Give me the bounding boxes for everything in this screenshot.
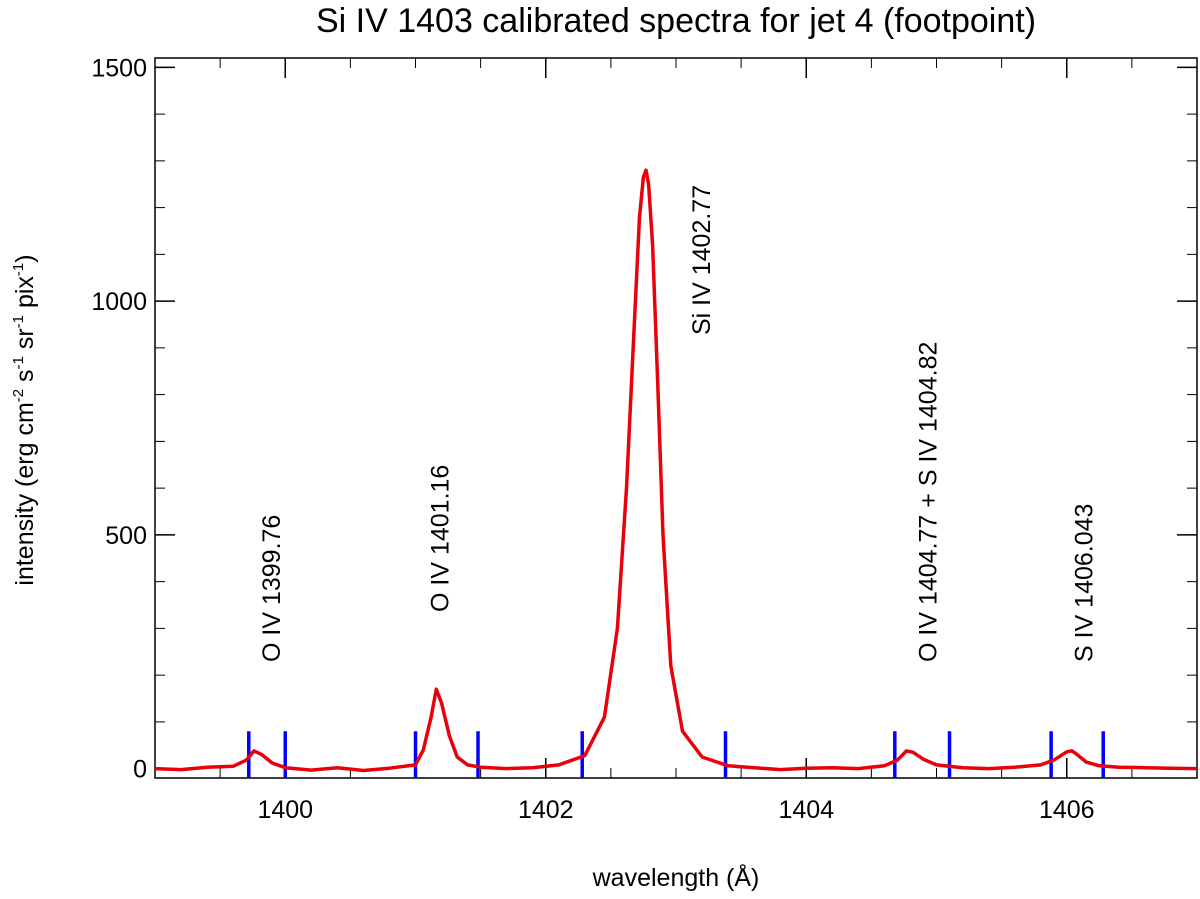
y-tick-label: 500 [105,522,147,550]
x-tick-label: 1404 [778,796,834,824]
x-tick-label: 1400 [257,796,313,824]
spectrum-line [154,168,1198,773]
plot-frame [154,57,1198,779]
chart-title: Si IV 1403 calibrated spectra for jet 4 … [316,2,1036,40]
line-annotation: O IV 1404.77 + S IV 1404.82 [915,342,943,662]
line-annotations: O IV 1399.76 O IV 1401.16 Si IV 1402.77 O I… [258,185,1098,662]
y-tick-label: 0 [133,756,147,784]
major-ticks [155,58,1197,778]
line-annotation: O IV 1399.76 [258,515,286,662]
spectrum-series [154,168,1198,773]
x-axis-label: wavelength (Å) [592,862,760,892]
line-window-markers [247,731,1105,778]
y-tick-label: 1000 [91,288,147,316]
y-tick-labels: 0 500 1000 1500 [91,54,147,783]
y-tick-label: 1500 [91,54,147,82]
line-annotation: Si IV 1402.77 [688,185,716,335]
x-tick-label: 1402 [518,796,574,824]
minor-ticks [154,58,1198,778]
x-tick-labels: 1400 1402 1404 1406 [257,796,1094,824]
x-tick-label: 1406 [1039,796,1095,824]
line-annotation: O IV 1401.16 [426,465,454,612]
line-annotation: S IV 1406.043 [1070,504,1098,662]
y-axis-label: intensity (erg cm-2 s-1 sr-1 pix-1) [10,254,39,585]
